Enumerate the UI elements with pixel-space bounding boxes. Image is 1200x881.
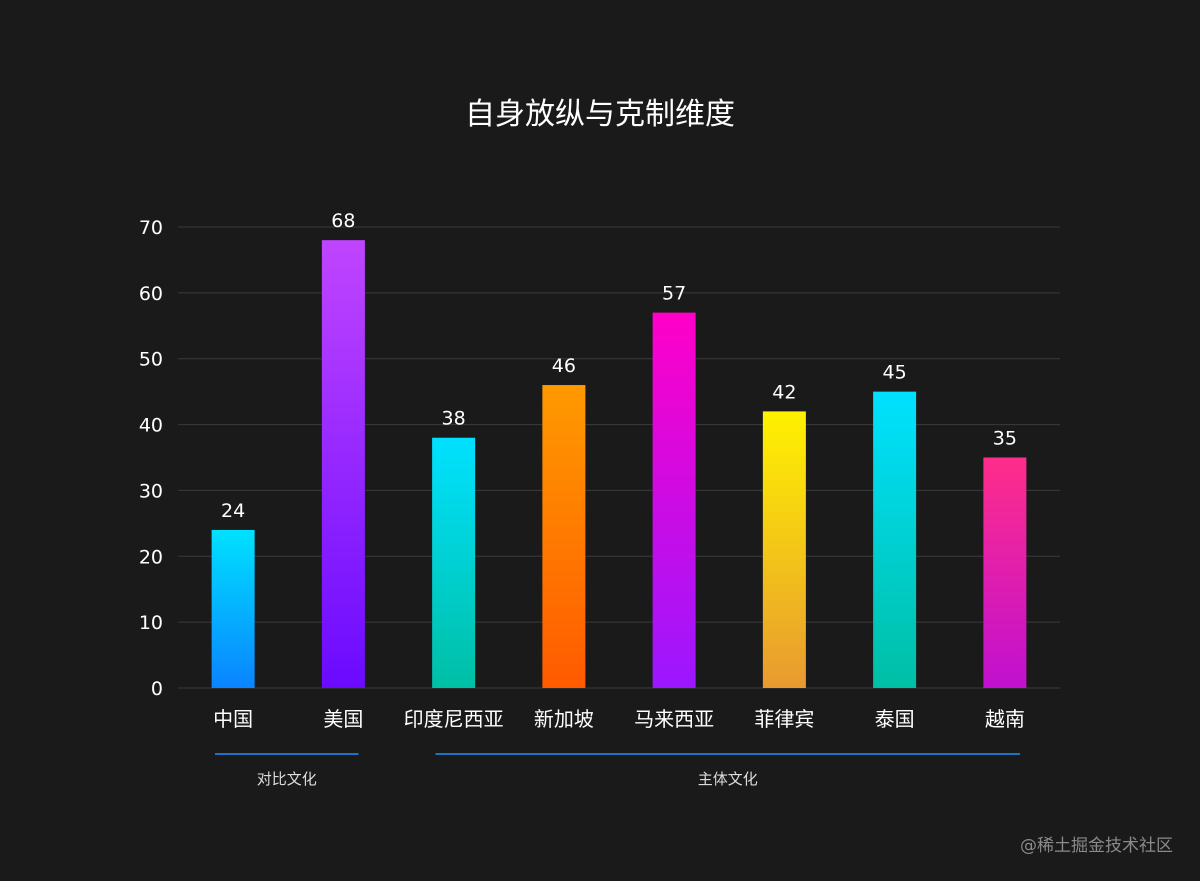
y-tick-label: 30 [139, 480, 163, 502]
value-label: 46 [552, 355, 576, 377]
grid [178, 226, 1060, 689]
group-label: 对比文化 [257, 770, 317, 788]
bar [211, 529, 255, 688]
x-tick-label: 美国 [323, 707, 363, 731]
x-tick-label: 菲律宾 [754, 707, 814, 731]
group-label: 主体文化 [698, 770, 758, 788]
bar [652, 312, 696, 688]
y-tick-label: 20 [139, 546, 163, 568]
y-tick-label: 60 [139, 283, 163, 305]
chart-title: 自身放纵与克制维度 [465, 97, 735, 132]
value-label: 68 [331, 210, 355, 232]
value-labels: 24 68 38 46 57 42 45 35 [221, 210, 1017, 522]
bar [542, 385, 586, 688]
bar [983, 457, 1027, 688]
x-axis: 中国 美国 印度尼西亚 新加坡 马来西亚 菲律宾 泰国 越南 [213, 707, 1025, 731]
y-tick-label: 0 [151, 678, 163, 700]
value-label: 45 [883, 362, 907, 384]
x-tick-label: 马来西亚 [634, 707, 714, 731]
watermark: @稀土掘金技术社区 [1020, 836, 1173, 856]
y-tick-label: 40 [139, 415, 163, 437]
y-axis: 0 10 20 30 40 50 60 70 [139, 217, 163, 700]
bars [211, 240, 1027, 688]
y-tick-label: 70 [139, 217, 163, 239]
x-tick-label: 越南 [985, 707, 1025, 731]
value-label: 42 [772, 381, 796, 403]
bar [321, 240, 365, 688]
value-label: 38 [442, 408, 466, 430]
x-tick-label: 印度尼西亚 [404, 707, 504, 731]
value-label: 35 [993, 428, 1017, 450]
bar [873, 391, 917, 688]
y-tick-label: 10 [139, 612, 163, 634]
x-tick-label: 中国 [213, 707, 253, 731]
value-label: 57 [662, 283, 686, 305]
y-tick-label: 50 [139, 349, 163, 371]
group-brackets: 对比文化 主体文化 [215, 753, 1020, 788]
bar [762, 411, 806, 688]
x-tick-label: 泰国 [875, 707, 915, 731]
x-tick-label: 新加坡 [534, 707, 594, 731]
bar [432, 437, 476, 688]
value-label: 24 [221, 500, 245, 522]
